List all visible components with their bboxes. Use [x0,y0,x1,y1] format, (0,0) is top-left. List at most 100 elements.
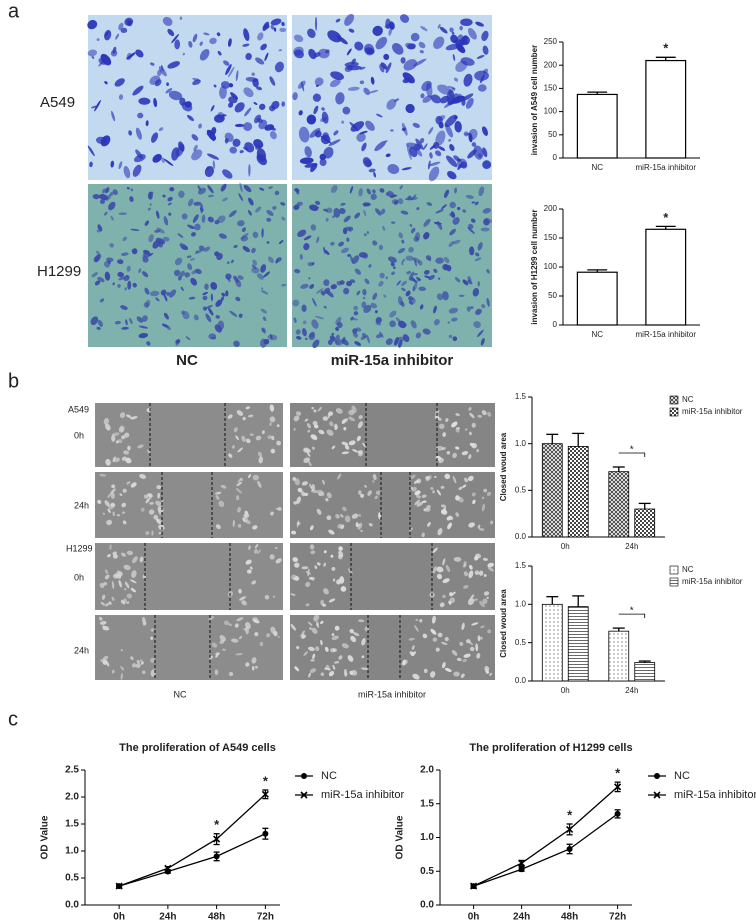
cell [405,290,411,297]
marker [115,882,123,890]
y-tick-label: 1.0 [515,439,527,448]
cell [255,57,265,65]
cell [157,492,161,499]
cell [214,324,222,333]
cell [374,495,379,500]
cell [223,60,230,66]
cell [180,245,189,251]
cell [369,89,379,94]
cell [188,40,193,48]
cell [120,27,128,34]
cell [397,198,404,205]
cell [374,310,378,314]
cell [166,82,169,87]
cell [262,21,270,32]
cell [471,442,477,449]
cell [409,651,415,656]
cell [380,208,386,215]
chart-title: The proliferation of H1299 cells [469,742,632,754]
x-tick-label: 0h [113,912,125,921]
cell [379,64,385,73]
cell [161,323,169,328]
cell [304,418,309,422]
cell [193,201,202,206]
cell [366,335,370,344]
cell [148,493,153,498]
cell [258,119,268,130]
cell [155,210,160,219]
cell [126,601,130,604]
cell [409,474,416,480]
cell [372,240,378,246]
cell [385,153,391,158]
cell [438,121,444,129]
cell [467,475,474,482]
cell [478,570,484,576]
cell [309,331,315,338]
cell [104,271,111,281]
cell [331,633,335,637]
cell [123,450,130,455]
cell [312,297,317,307]
cell [211,642,218,648]
cell [335,92,345,105]
cell [425,475,432,482]
cell [241,600,247,606]
cell [416,494,421,499]
cell [325,664,330,669]
cell [101,594,106,600]
micrograph [292,13,492,182]
cell [350,279,356,283]
cell [311,262,315,266]
cell [298,110,303,116]
cell [473,321,481,329]
cell [392,42,404,55]
legend-label: NC [674,770,690,782]
cell [460,673,465,678]
cell [315,16,318,31]
significance-bracket [618,613,646,619]
cell [372,480,375,483]
cell [243,28,250,42]
cell [314,130,322,138]
cell [166,291,170,296]
cell [423,668,428,674]
cell [143,494,149,499]
cell [326,207,333,214]
cell [244,107,252,117]
micrograph [88,182,287,348]
cell [208,616,215,621]
cell [182,52,186,56]
cell [191,149,203,161]
cell [310,659,315,662]
cell [112,282,115,286]
cell [220,81,231,89]
cell [458,294,465,297]
cell [430,628,437,635]
cell [401,258,405,263]
cell [169,187,175,192]
legend-label: miR-15a inhibitor [682,577,743,586]
cell [202,291,209,296]
cell [268,105,276,112]
cell [307,452,311,457]
cell [168,90,183,101]
cell [313,52,321,58]
cell [372,474,377,481]
cell [272,595,276,598]
cell [307,28,316,39]
cell [449,597,455,603]
cell [131,663,137,668]
cell [305,603,310,607]
cell [414,625,419,632]
cell [130,188,134,192]
cell [207,185,214,194]
cell [312,653,316,660]
cell [344,668,348,677]
bar [608,630,630,682]
cell [258,456,264,464]
cell [438,423,445,430]
cell [152,154,162,163]
legend-swatch [669,577,679,587]
